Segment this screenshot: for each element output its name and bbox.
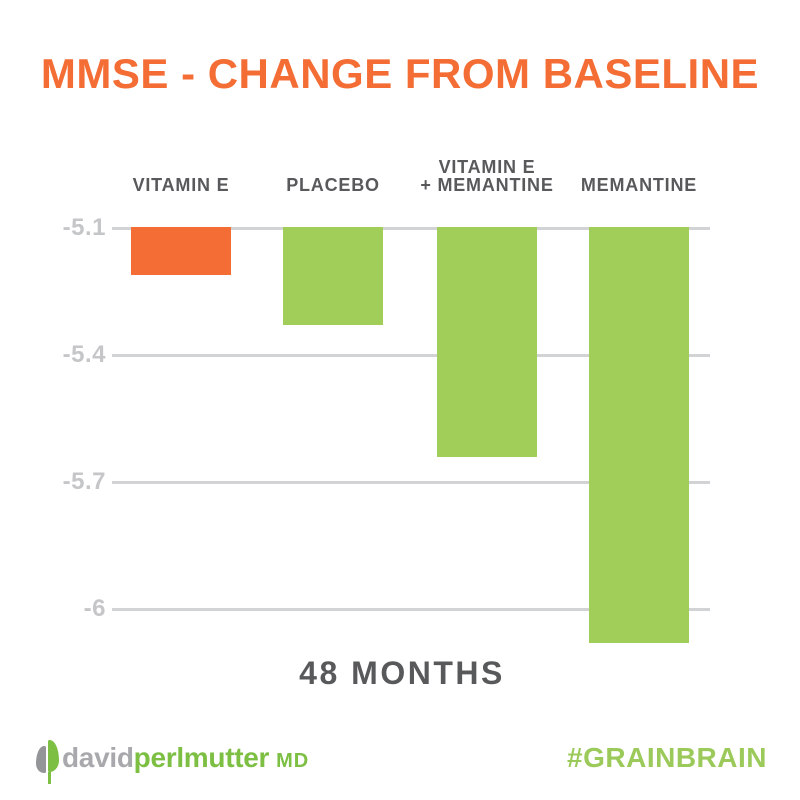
leaf-stem [48,772,51,784]
x-axis-label: 48 MONTHS [299,655,505,691]
ytick-label-5-4: -5.4 [62,341,106,368]
brand-last-name: perlmutter [133,742,270,773]
bar-placebo [283,227,383,325]
hashtag-grainbrain: #GRAINBRAIN [567,742,767,773]
page-title: MMSE - CHANGE FROM BASELINE [40,50,760,97]
brand-suffix: MD [276,750,310,772]
column-headers: VITAMIN E PLACEBO VITAMIN E + MEMANTINE … [0,150,800,196]
ytick-label-5-7: -5.7 [62,468,106,495]
column-header-memantine: MEMANTINE [580,175,698,195]
ytick-label-5-1: -5.1 [62,214,106,241]
bar-memantine [589,227,689,643]
brand-first-name: david [62,742,134,773]
column-header-placebo: PLACEBO [286,175,380,195]
ytick-label-6: -6 [83,595,106,622]
leaf-icon [36,734,64,784]
leaf-right-half [48,740,59,772]
gridline-5-1 [112,226,710,230]
gridline-6 [112,607,710,611]
leaf-left-half [36,746,46,773]
bar-vitamin-e-memantine [437,227,537,457]
column-header-vitamin-e-memantine: VITAMIN E + MEMANTINE [420,157,554,195]
brand-name: david perlmutter MD [62,742,309,776]
gridline-5-4 [112,353,710,357]
gridline-5-7 [112,480,710,484]
column-header-vitamin-e: VITAMIN E [132,175,230,195]
footer: david perlmutter MD #GRAINBRAIN [0,728,800,788]
bar-vitamin-e [131,227,231,275]
